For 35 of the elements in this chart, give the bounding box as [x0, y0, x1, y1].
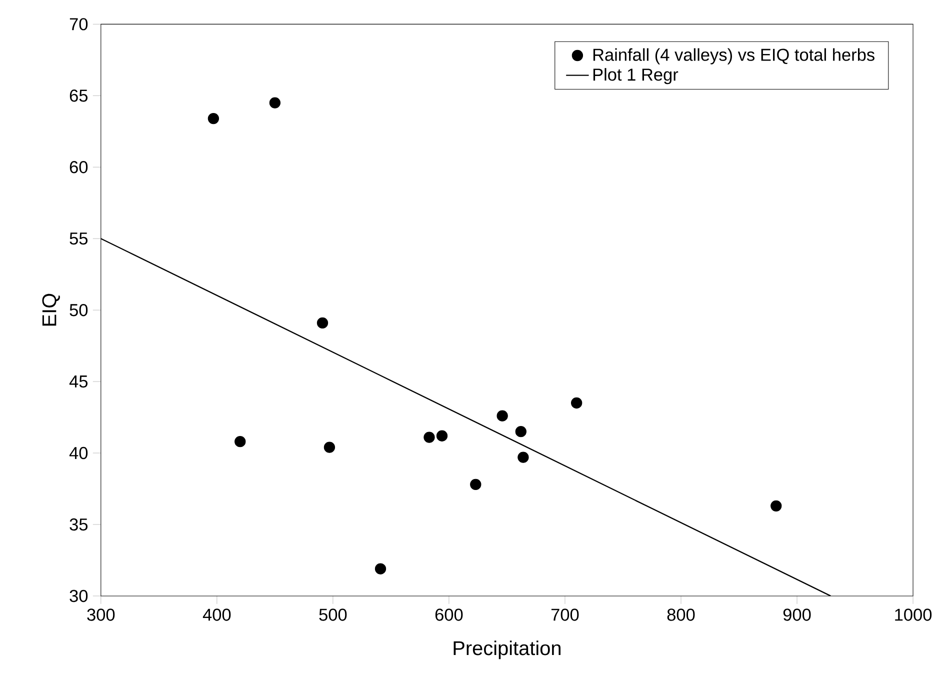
- x-tick-label: 500: [319, 608, 347, 621]
- point: [374, 563, 386, 574]
- point: [770, 500, 782, 512]
- y-axis-title: EIQ: [42, 294, 60, 326]
- y-tick-label: 30: [70, 590, 88, 602]
- y-tick-label: 60: [70, 161, 88, 174]
- x-tick-label: 600: [435, 608, 463, 621]
- x-tick-label: 900: [783, 608, 811, 621]
- y-tick-label: 65: [70, 90, 88, 102]
- x-tick-label: 700: [551, 608, 579, 621]
- point: [208, 113, 220, 124]
- x-tick-label: 300: [87, 608, 115, 621]
- point: [316, 317, 328, 329]
- point: [470, 478, 482, 490]
- point: [571, 398, 582, 409]
- legend-label: Rainfall (4 valleys) vs EIQ total herbs: [593, 48, 874, 64]
- legend-label: Plot 1 Regr: [593, 68, 678, 84]
- point: [324, 442, 336, 453]
- point: [234, 436, 246, 448]
- point: [269, 97, 281, 108]
- x-tick-label: 1000: [895, 608, 932, 621]
- y-tick-label: 50: [70, 304, 88, 316]
- x-tick-label: 800: [667, 608, 695, 621]
- point: [496, 410, 508, 422]
- y-tick-label: 45: [69, 376, 88, 388]
- x-tick-label: 400: [202, 608, 231, 621]
- y-tick-label: 35: [70, 518, 88, 531]
- point: [518, 452, 529, 463]
- point: [515, 426, 526, 438]
- y-tick-label: 40: [69, 447, 88, 460]
- point: [436, 430, 448, 442]
- y-tick-label: 55: [70, 232, 88, 245]
- y-tick-label: 70: [70, 18, 88, 30]
- x-axis-title: Precipitation: [454, 640, 560, 660]
- point: [424, 432, 435, 443]
